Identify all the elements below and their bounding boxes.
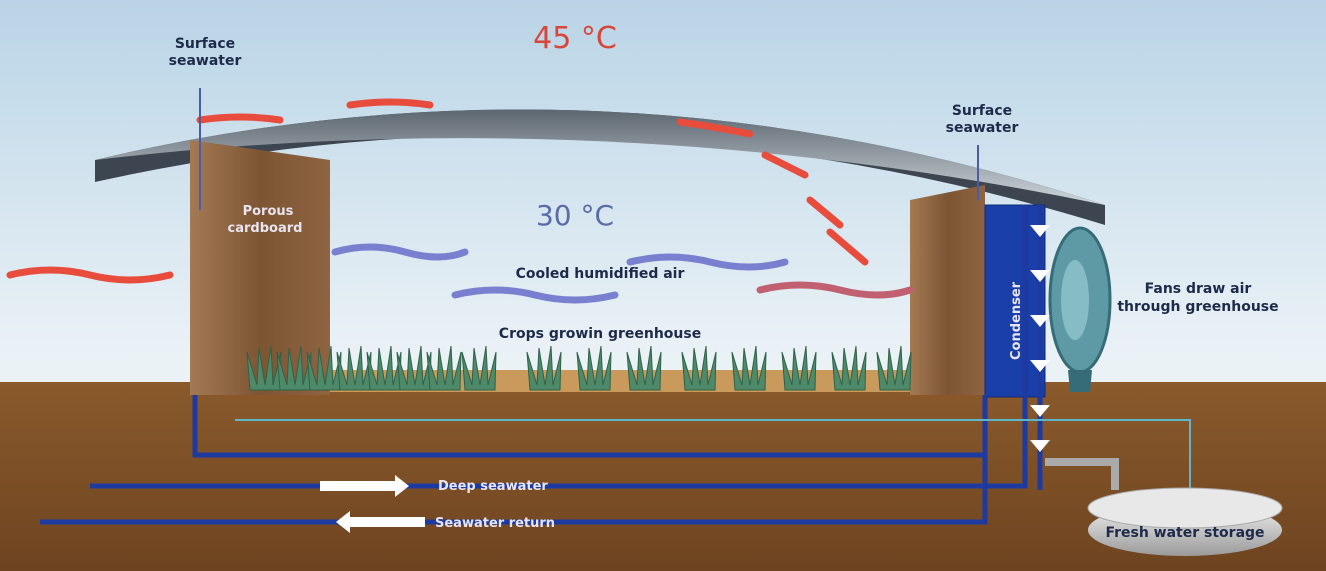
condenser-label: Condenser [1009,281,1024,360]
surface-seawater-right: Surface seawater [946,103,1019,136]
fan-stand [1068,370,1092,392]
crops [246,345,912,391]
crop [526,345,562,391]
crops-label: Crops growin greenhouse [499,326,701,342]
crop [626,345,662,391]
roof [95,109,1105,205]
deep-seawater: Deep seawater [438,479,548,494]
irrigation [235,419,1191,500]
surface-arrows [199,88,979,210]
tank-top [1087,487,1283,529]
crop [831,345,867,391]
outside-temp: 45 °C [533,21,617,56]
surface-seawater-left: Surface seawater [169,36,242,69]
seawater-return: Seawater return [435,516,555,531]
crop [781,345,817,391]
cooled-air: Cooled humidified air [516,266,685,282]
crop [681,345,717,391]
inside-temp: 30 °C [536,199,614,232]
crop [461,345,497,391]
fans-label: Fans draw air through greenhouse [1117,281,1278,315]
left-wall [190,140,330,395]
crop [426,345,462,391]
fresh-water-label: Fresh water storage [1105,525,1264,541]
right-wall [910,185,985,395]
porous-cardboard: Porous cardboard [228,204,303,236]
fan-hub [1061,260,1089,340]
crop [876,345,912,391]
crop [731,345,767,391]
fresh-pipe [1045,458,1119,490]
air-arrows [6,98,914,304]
flow-arrows [320,225,1050,533]
crop [576,345,612,391]
